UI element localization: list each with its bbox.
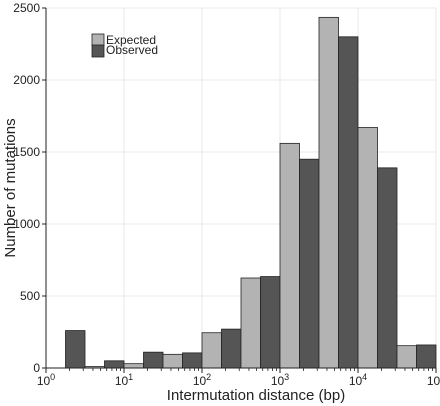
bar-expected bbox=[123, 363, 144, 369]
y-tick-label: 1500 bbox=[13, 145, 40, 159]
y-tick-label: 2000 bbox=[13, 73, 40, 87]
bar-expected bbox=[162, 353, 183, 369]
x-tick-label: 101 bbox=[115, 372, 133, 388]
bar-observed bbox=[416, 344, 437, 369]
x-axis-title: Intermutation distance (bp) bbox=[167, 387, 345, 404]
legend-swatch-observed bbox=[91, 44, 105, 58]
bar-observed bbox=[221, 328, 242, 369]
tick-labels: 0 500 1000 1500 2000 2500 100 101 102 103 104 105 bbox=[13, 1, 440, 388]
y-tick-label: 1000 bbox=[13, 217, 40, 231]
bar-observed bbox=[143, 351, 164, 369]
y-tick-label: 500 bbox=[20, 289, 40, 303]
bar-observed bbox=[338, 36, 359, 369]
bar-observed bbox=[377, 167, 398, 369]
x-tick-label: 103 bbox=[271, 372, 289, 388]
bar-observed bbox=[260, 276, 281, 369]
y-tick-label: 0 bbox=[33, 361, 40, 375]
bar-expected bbox=[201, 332, 222, 369]
bar-observed bbox=[104, 360, 125, 369]
y-axis-title: Number of mutations bbox=[2, 118, 19, 257]
axes bbox=[42, 7, 437, 373]
bar-observed bbox=[182, 352, 203, 369]
bar-observed bbox=[299, 158, 320, 369]
legend-swatch-expected bbox=[91, 33, 105, 47]
legend: Expected Observed bbox=[91, 33, 158, 58]
bar-expected bbox=[396, 345, 417, 369]
x-tick-label: 105 bbox=[427, 372, 440, 388]
bar-expected bbox=[240, 277, 261, 369]
bar-expected bbox=[318, 16, 339, 369]
x-tick-label: 102 bbox=[193, 372, 211, 388]
x-tick-label: 100 bbox=[37, 372, 55, 388]
legend-label-expected: Expected bbox=[106, 33, 156, 47]
x-tick-label: 104 bbox=[349, 372, 367, 388]
bars bbox=[65, 16, 437, 369]
legend-label-observed: Observed bbox=[106, 43, 158, 57]
bar-observed bbox=[65, 330, 86, 369]
bar-expected bbox=[279, 142, 300, 369]
bar-expected bbox=[357, 127, 378, 369]
y-tick-label: 2500 bbox=[13, 1, 40, 15]
